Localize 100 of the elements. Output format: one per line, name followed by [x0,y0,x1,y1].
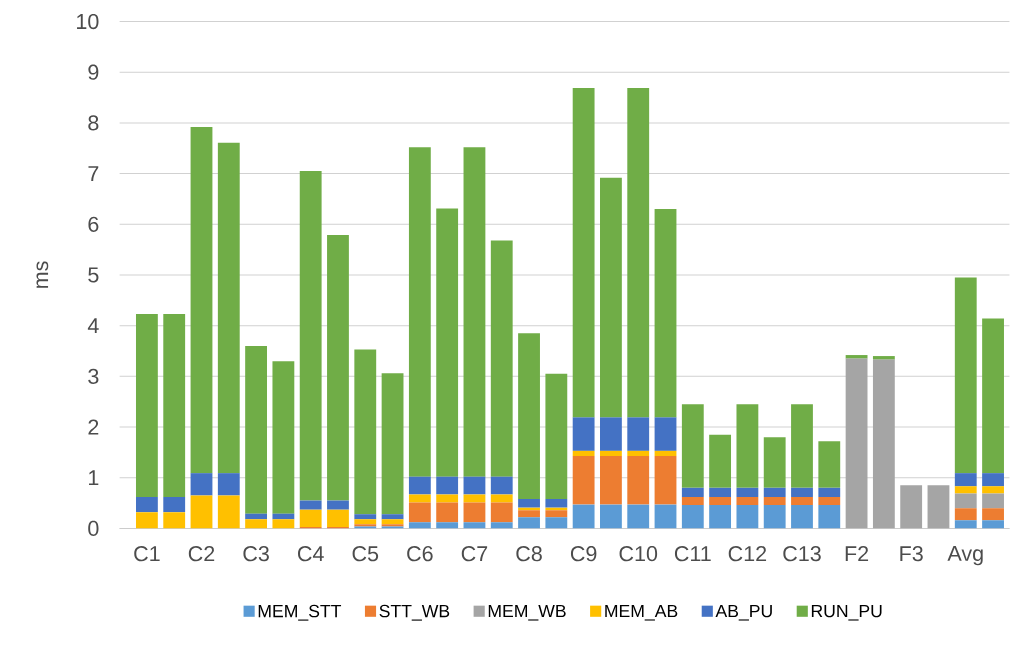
legend-label: RUN_PU [811,605,882,621]
bar [408,522,431,529]
bar [872,356,895,360]
y-tick-label: 5 [88,267,99,283]
bar [763,488,786,498]
bar [245,513,267,520]
bar [299,171,322,501]
x-tick-label: F2 [845,546,869,562]
bar [272,361,295,514]
bar [245,346,267,514]
bar [600,456,622,505]
bar [190,127,213,474]
bar [982,473,1004,487]
y-tick-label: 3 [88,368,99,385]
bar [463,476,486,495]
y-tick-label: 4 [87,318,99,334]
bar [354,349,377,515]
y-tick-label: 8 [88,115,99,131]
bar [982,318,1004,474]
x-tick-label: Avg [947,546,983,566]
x-tick-label: C12 [728,546,767,562]
bar [818,497,841,506]
bar [354,519,377,525]
bar [600,177,622,418]
legend-label: AB_PU [715,605,772,621]
x-tick-label: C7 [461,546,488,562]
bar [572,456,595,505]
x-tick-label: C1 [134,546,160,562]
bar [709,497,732,506]
x-tick-label: C4 [298,546,324,562]
bar [381,519,404,525]
bar [135,512,158,529]
bar [627,451,650,457]
x-tick-label: C10 [619,546,658,562]
bar [163,314,186,498]
bar [190,473,213,496]
bar [463,522,486,529]
bar [600,417,622,452]
bar [654,456,677,505]
y-tick-label: 10 [77,14,99,30]
legend-label: MEM_AB [605,605,678,621]
y-tick-label: 2 [88,419,99,435]
bar [681,404,704,489]
bar [791,505,813,529]
bar [791,497,813,506]
bar [545,510,568,518]
bar [436,502,459,523]
bar [954,520,977,529]
bar [982,486,1004,494]
bar [436,208,459,477]
legend-label: MEM_STT [258,605,342,621]
bar [572,451,595,457]
x-tick-label: C2 [188,546,215,562]
bar [736,404,759,489]
bar [135,314,158,498]
bar [681,497,704,506]
bar [818,488,841,498]
bar [245,519,267,529]
bar [408,494,431,503]
bar [572,88,595,418]
x-tick-label: C11 [674,546,711,562]
bar [299,509,322,528]
x-tick-label: C3 [243,546,269,562]
x-tick-label: C9 [570,546,597,562]
bar [327,509,349,528]
bar [518,333,540,500]
x-tick-label: F3 [900,546,923,562]
x-tick-label: C8 [516,546,542,562]
bar [408,147,431,477]
bar [135,497,158,513]
bar [736,505,759,529]
bar [791,488,813,498]
bar [845,358,868,529]
bar [518,517,540,529]
x-tick-label: C5 [352,546,379,562]
bar [163,497,186,513]
bar [627,504,650,529]
bar [490,502,513,523]
bar [709,488,732,498]
bar [572,417,595,452]
x-tick-label: C13 [783,546,821,562]
bar [518,499,540,508]
bar [600,451,622,457]
y-tick-label: 6 [88,216,99,233]
bar [436,476,459,495]
bar [736,488,759,498]
bar [982,520,1004,529]
bar [627,417,650,452]
bar [845,355,868,359]
bar [545,517,568,529]
bar [654,417,677,452]
bar [490,476,513,495]
bar [327,500,349,510]
legend-label: MEM_WB [488,605,566,621]
bar [545,499,568,508]
bar [627,88,650,418]
bar [463,502,486,523]
y-axis-title: ms [36,261,49,289]
bar [872,359,895,529]
bar [490,494,513,503]
